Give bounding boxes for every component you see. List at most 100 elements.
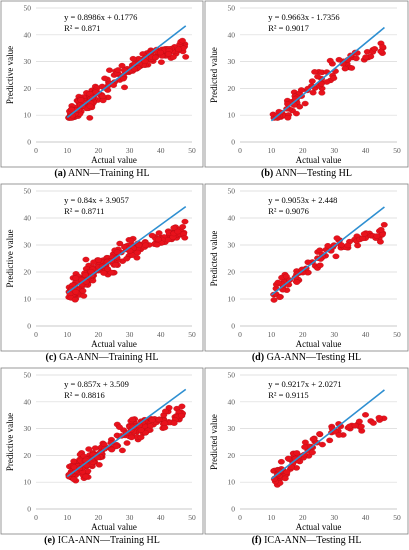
scatter-point <box>291 455 299 462</box>
scatter-point <box>95 257 102 263</box>
y-tick-label: 20 <box>24 268 32 277</box>
y-tick-label: 20 <box>228 268 236 277</box>
scatter-point <box>362 412 369 418</box>
scatter-point <box>351 422 359 429</box>
regression-line <box>66 205 187 294</box>
x-tick-label: 30 <box>126 513 134 522</box>
scatter-point <box>357 423 365 430</box>
scatter-point <box>311 69 319 75</box>
scatter-point <box>134 249 141 256</box>
y-tick-label: 10 <box>24 478 32 487</box>
scatter-point <box>309 436 317 442</box>
scatter-point <box>332 253 340 260</box>
scatter-chart-d: 00 10 10 20 20 30 30 40 40 50 50 Actual value Predic… <box>204 183 409 352</box>
scatter-points <box>269 40 387 121</box>
caption-b: (b) ANN—Testing HL <box>204 168 409 179</box>
scatter-point <box>316 431 324 437</box>
r-squared-label: R² = 0.9115 <box>268 390 308 400</box>
y-axis-title: Predictive value <box>5 413 15 471</box>
y-tick-label: 50 <box>24 4 32 13</box>
scatter-point <box>113 254 121 261</box>
caption-label-b: (b) <box>261 168 274 179</box>
y-tick-label: 0 <box>27 505 31 514</box>
regression-equation: y = 0.8986x + 0.1776 <box>64 12 137 22</box>
scatter-point <box>362 54 370 60</box>
scatter-point <box>301 444 309 450</box>
scatter-point <box>85 446 93 452</box>
x-tick-label: 10 <box>63 146 71 155</box>
x-tick-label: 0 <box>238 513 242 522</box>
scatter-point <box>177 412 185 419</box>
scatter-point <box>179 224 187 230</box>
scatter-point <box>86 115 94 121</box>
regression-line <box>66 388 187 478</box>
scatter-point <box>148 417 156 423</box>
scatter-point <box>155 416 163 423</box>
x-tick-label: 50 <box>393 146 401 155</box>
r-squared-label: R² = 0.9017 <box>268 23 309 33</box>
x-axis-title: Actual value <box>91 155 137 165</box>
x-tick-label: 50 <box>393 513 401 522</box>
x-tick-label: 20 <box>299 330 307 339</box>
scatter-point <box>316 262 324 269</box>
r-squared-label: R² = 0.8711 <box>64 206 104 216</box>
y-tick-label: 40 <box>24 397 32 406</box>
y-tick-label: 0 <box>231 138 235 147</box>
scatter-point <box>308 449 316 456</box>
y-tick-label: 30 <box>24 57 32 66</box>
caption-label-d: (d) <box>251 352 265 363</box>
scatter-point <box>293 450 301 456</box>
x-tick-label: 0 <box>34 146 38 155</box>
y-tick-label: 40 <box>228 214 236 223</box>
x-tick-label: 10 <box>268 513 276 522</box>
scatter-point <box>341 65 349 72</box>
regression-line <box>270 389 385 480</box>
scatter-point <box>326 437 334 444</box>
x-tick-label: 30 <box>126 146 134 155</box>
x-tick-label: 50 <box>188 146 196 155</box>
regression-equation: y = 0.84x + 3.9057 <box>64 195 129 205</box>
y-tick-label: 50 <box>24 187 32 196</box>
scatter-point <box>108 446 116 453</box>
x-tick-label: 0 <box>238 330 242 339</box>
x-tick-label: 30 <box>330 330 338 339</box>
chart-panel-d: 0 0 10 10 20 20 30 30 40 40 50 50 Actual value Predic… <box>204 183 409 367</box>
scatter-point <box>276 294 284 301</box>
scatter-point <box>119 75 127 82</box>
x-tick-label: 0 <box>238 146 242 155</box>
scatter-point <box>112 262 119 268</box>
caption-label-f: (f) <box>251 535 262 546</box>
x-axis-title: Actual value <box>296 155 342 165</box>
scatter-point <box>165 51 172 57</box>
scatter-point <box>123 440 131 446</box>
scatter-point <box>283 469 291 475</box>
scatter-point <box>379 44 387 50</box>
caption-label-c: (c) <box>45 352 57 363</box>
scatter-point <box>373 233 381 239</box>
r-squared-label: R² = 0.8816 <box>64 390 105 400</box>
scatter-point <box>318 441 326 448</box>
x-axis-title: Actual value <box>296 522 342 532</box>
scatter-point <box>170 420 178 426</box>
scatter-point <box>128 416 136 423</box>
x-tick-label: 10 <box>63 513 71 522</box>
chart-panel-e: 0 0 10 10 20 20 30 30 40 40 50 50 Actual value Predic… <box>0 367 204 550</box>
caption-text-f: ICA-ANN—Testing HL <box>264 535 362 546</box>
scatter-points <box>270 412 388 488</box>
scatter-point <box>301 439 309 446</box>
chart-panel-b: 0 0 10 10 20 20 30 30 40 40 50 50 Actual value Predic… <box>204 0 409 183</box>
scatter-point <box>127 237 135 244</box>
caption-c: (c) GA-ANN—Training HL <box>0 352 204 363</box>
scatter-point <box>118 447 126 454</box>
y-tick-label: 40 <box>228 30 236 39</box>
scatter-point <box>376 239 384 245</box>
scatter-point <box>380 221 388 228</box>
regression-equation: y = 0.9053x + 2.448 <box>268 195 337 205</box>
y-tick-label: 30 <box>228 424 236 433</box>
r-squared-label: R² = 0.871 <box>64 23 100 33</box>
scatter-point <box>288 464 295 470</box>
scatter-point <box>292 110 300 117</box>
chart-panel-a: 0 0 10 10 20 20 30 30 40 40 50 50 Actual value Predic… <box>0 0 204 183</box>
y-tick-label: 30 <box>228 241 236 250</box>
y-tick-label: 10 <box>24 111 32 120</box>
